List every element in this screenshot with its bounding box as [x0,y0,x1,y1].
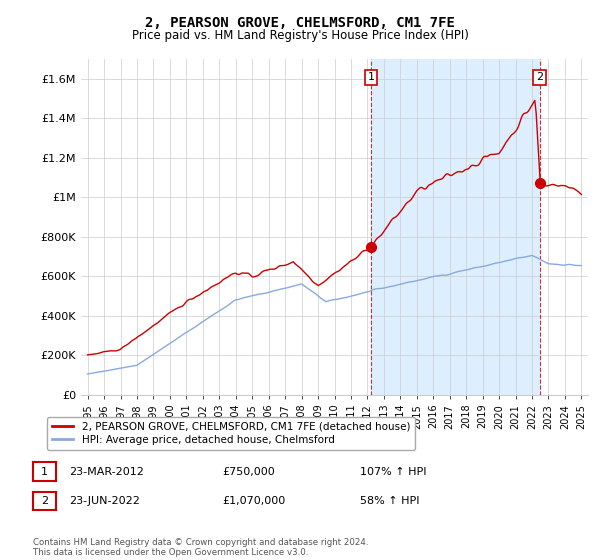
Text: 58% ↑ HPI: 58% ↑ HPI [360,496,419,506]
Text: 1: 1 [368,72,374,82]
Legend: 2, PEARSON GROVE, CHELMSFORD, CM1 7FE (detached house), HPI: Average price, deta: 2, PEARSON GROVE, CHELMSFORD, CM1 7FE (d… [47,417,415,450]
Text: 23-JUN-2022: 23-JUN-2022 [69,496,140,506]
Text: 107% ↑ HPI: 107% ↑ HPI [360,466,427,477]
Text: 2, PEARSON GROVE, CHELMSFORD, CM1 7FE: 2, PEARSON GROVE, CHELMSFORD, CM1 7FE [145,16,455,30]
Bar [371,59,540,395]
Text: Contains HM Land Registry data © Crown copyright and database right 2024.
This d: Contains HM Land Registry data © Crown c… [33,538,368,557]
Text: 23-MAR-2012: 23-MAR-2012 [69,466,144,477]
Text: £1,070,000: £1,070,000 [222,496,285,506]
Text: Price paid vs. HM Land Registry's House Price Index (HPI): Price paid vs. HM Land Registry's House … [131,29,469,42]
Text: 2: 2 [536,72,544,82]
Text: 2: 2 [41,496,48,506]
Text: £750,000: £750,000 [222,466,275,477]
Text: 1: 1 [41,466,48,477]
